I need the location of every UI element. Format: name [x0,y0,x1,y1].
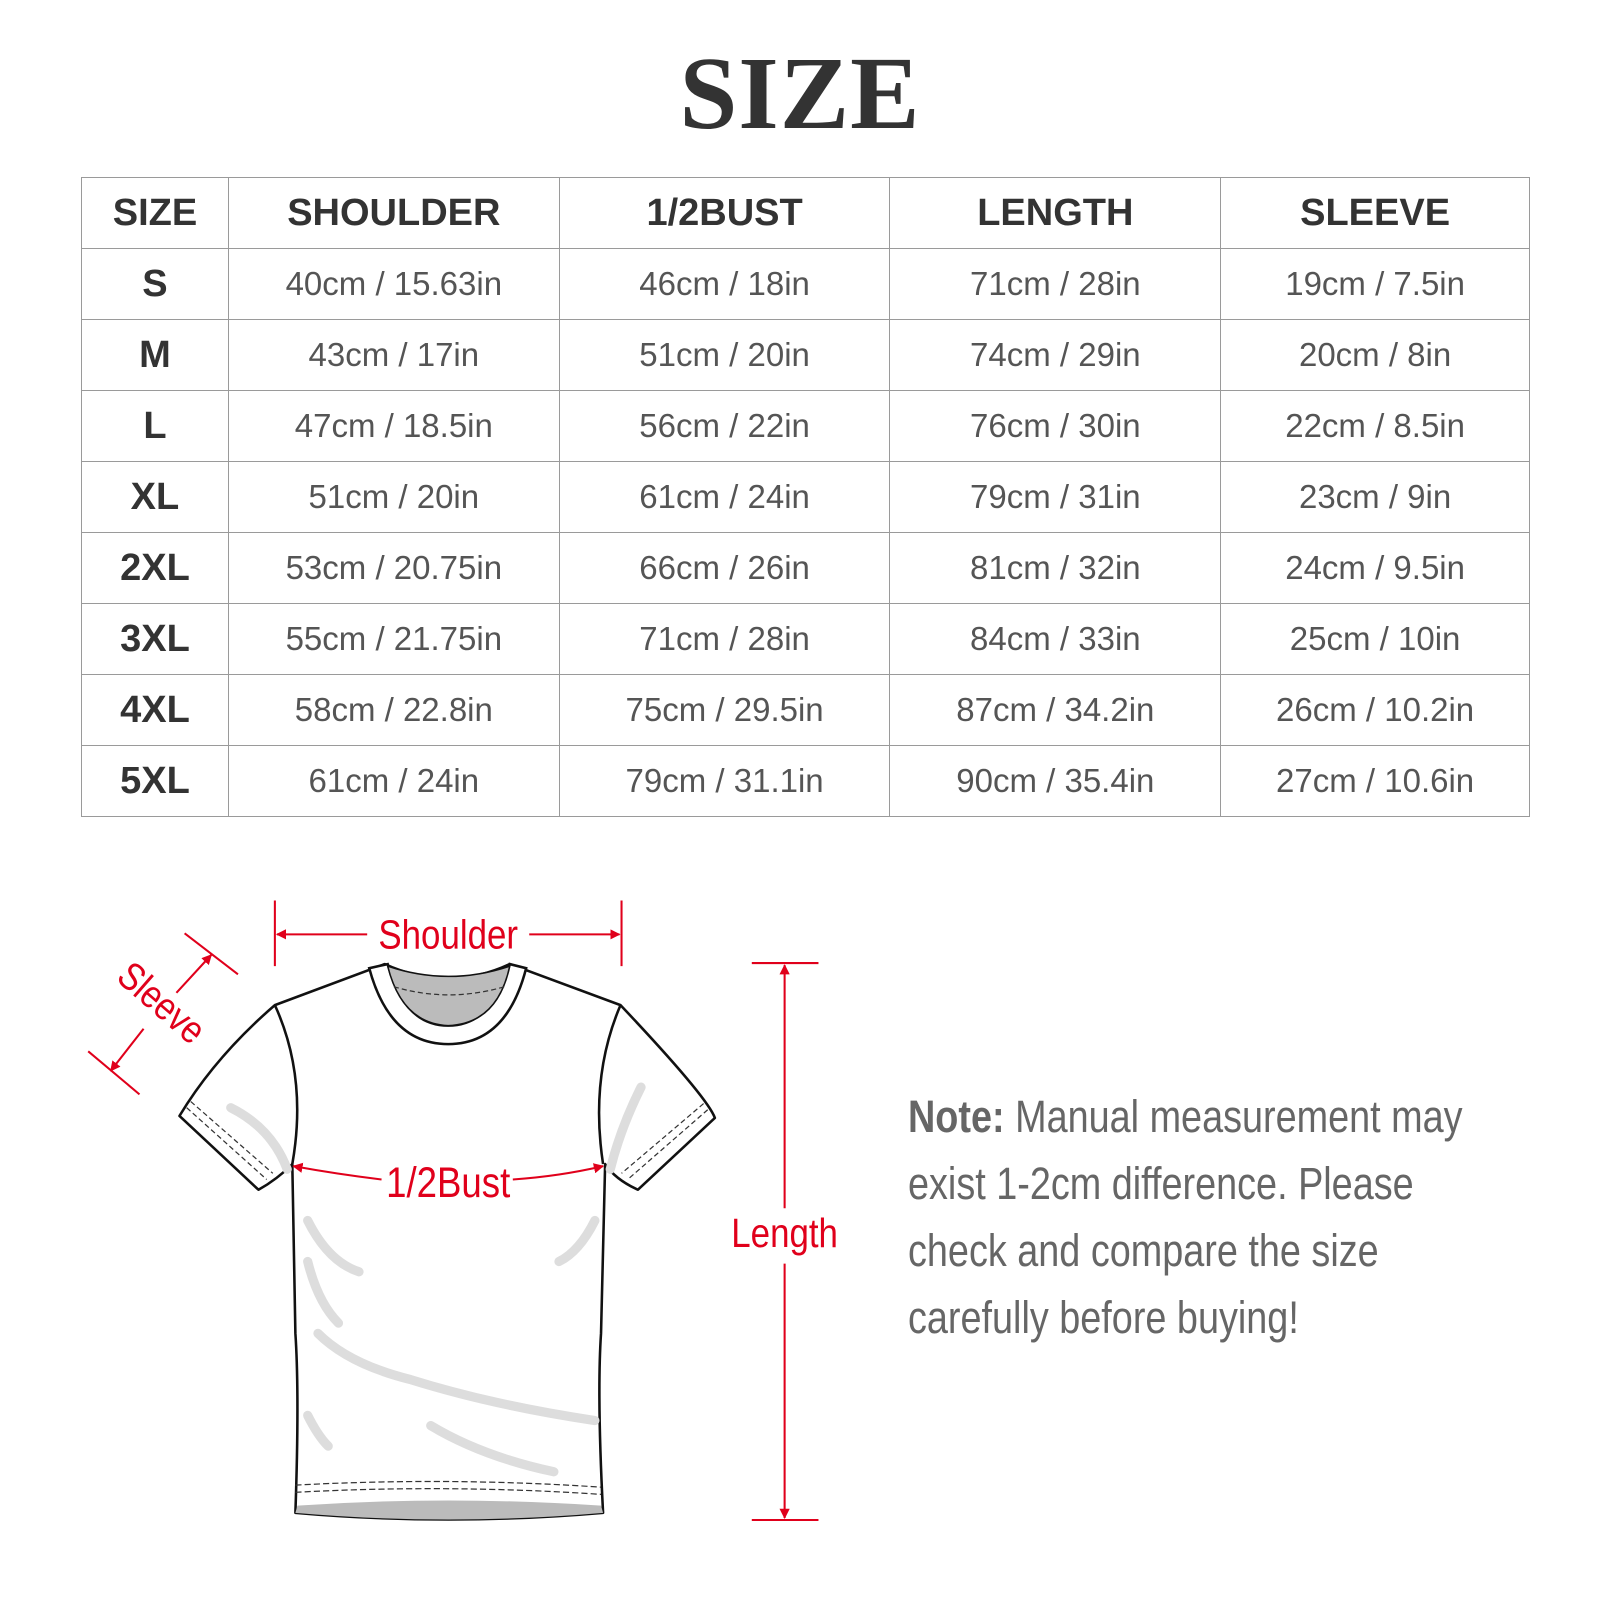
header-length: LENGTH [889,177,1222,249]
table-row: S 40cm / 15.63in 46cm / 18in 71cm / 28in 19c… [81,248,1530,320]
measurement-cell: 76cm / 30in [889,390,1222,462]
table-header-row: SIZE SHOULDER 1/2BUST LENGTH SLEEVE [81,177,1530,249]
measurement-cell: 71cm / 28in [558,603,891,675]
table-row: L 47cm / 18.5in 56cm / 22in 76cm / 30in 22cm… [81,390,1530,462]
measurement-cell: 84cm / 33in [889,603,1222,675]
measurement-cell: 51cm / 20in [227,461,560,533]
measurement-cell: 46cm / 18in [558,248,891,320]
note-label: Note: [908,1091,1005,1142]
bust-measure: 1/2Bust [292,1159,605,1207]
shoulder-label: Shoulder [378,913,518,958]
measurement-cell: 53cm / 20.75in [227,532,560,604]
measurement-cell: 55cm / 21.75in [227,603,560,675]
measurement-cell: 66cm / 26in [558,532,891,604]
size-cell: M [81,319,229,391]
measurement-cell: 26cm / 10.2in [1220,674,1530,746]
measurement-cell: 19cm / 7.5in [1220,248,1530,320]
table-row: 3XL 55cm / 21.75in 71cm / 28in 84cm / 33in 2… [81,603,1530,675]
table-row: 2XL 53cm / 20.75in 66cm / 26in 81cm / 32in 2… [81,532,1530,604]
table-row: M 43cm / 17in 51cm / 20in 74cm / 29in 20cm /… [81,319,1530,391]
measurement-cell: 20cm / 8in [1220,319,1530,391]
measurement-cell: 47cm / 18.5in [227,390,560,462]
size-cell: L [81,390,229,462]
size-table: SIZE SHOULDER 1/2BUST LENGTH SLEEVE S 40c… [81,177,1530,817]
measurement-cell: 27cm / 10.6in [1220,745,1530,817]
tshirt-illustration [178,962,717,1521]
size-cell: 4XL [81,674,229,746]
table-row: 5XL 61cm / 24in 79cm / 31.1in 90cm / 35.4in… [81,745,1530,817]
measurement-cell: 81cm / 32in [889,532,1222,604]
bust-label: 1/2Bust [386,1159,510,1206]
header-size: SIZE [81,177,229,249]
shoulder-measure: Shoulder [273,900,623,967]
table-row: XL 51cm / 20in 61cm / 24in 79cm / 31in 23cm … [81,461,1530,533]
header-bust: 1/2BUST [558,177,891,249]
size-cell: 5XL [81,745,229,817]
page-title: SIZE [679,36,921,151]
measurement-cell: 79cm / 31.1in [558,745,891,817]
size-cell: 3XL [81,603,229,675]
measurement-cell: 71cm / 28in [889,248,1222,320]
measurement-cell: 90cm / 35.4in [889,745,1222,817]
measurement-note: Note: Manual measurement may exist 1-2cm… [908,1083,1513,1351]
measurement-cell: 61cm / 24in [558,461,891,533]
table-row: 4XL 58cm / 22.8in 75cm / 29.5in 87cm / 34.2… [81,674,1530,746]
measurement-cell: 75cm / 29.5in [558,674,891,746]
length-measure: Length [731,962,838,1522]
measurement-cell: 24cm / 9.5in [1220,532,1530,604]
measurement-cell: 25cm / 10in [1220,603,1530,675]
measurement-cell: 58cm / 22.8in [227,674,560,746]
measurement-cell: 74cm / 29in [889,319,1222,391]
length-label: Length [731,1212,838,1257]
measurement-cell: 40cm / 15.63in [227,248,560,320]
size-cell: XL [81,461,229,533]
measurement-cell: 61cm / 24in [227,745,560,817]
measurement-cell: 56cm / 22in [558,390,891,462]
measurement-cell: 23cm / 9in [1220,461,1530,533]
measurement-cell: 22cm / 8.5in [1220,390,1530,462]
measurement-cell: 43cm / 17in [227,319,560,391]
header-sleeve: SLEEVE [1220,177,1530,249]
size-cell: S [81,248,229,320]
note-text: Manual measurement may exist 1-2cm diffe… [908,1091,1463,1343]
